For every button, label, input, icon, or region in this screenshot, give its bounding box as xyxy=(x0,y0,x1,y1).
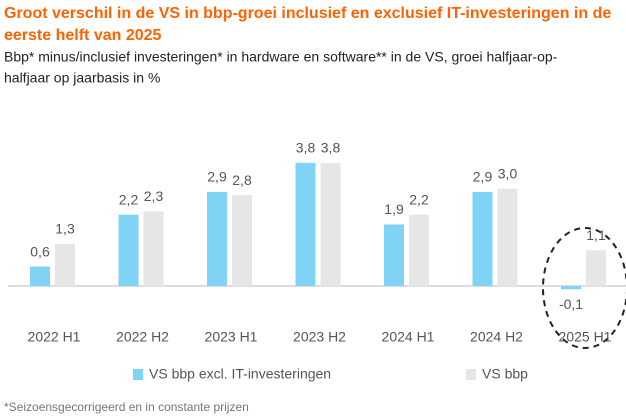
bar xyxy=(55,243,75,286)
bar xyxy=(30,266,50,286)
data-label: -0,1 xyxy=(559,296,583,312)
x-tick-label: 2022 H1 xyxy=(28,329,81,345)
data-label: 1,3 xyxy=(55,221,75,237)
data-label: 2,8 xyxy=(232,172,252,188)
data-label: 3,8 xyxy=(321,140,341,156)
data-label: 2,2 xyxy=(409,191,429,207)
legend-label: VS bbp xyxy=(482,366,528,382)
x-tick-label: 2023 H1 xyxy=(205,329,258,345)
bar xyxy=(320,162,341,286)
x-tick-label: 2023 H2 xyxy=(293,329,346,345)
data-label: 1,9 xyxy=(384,201,404,217)
bar xyxy=(143,211,164,286)
bar xyxy=(384,224,404,286)
data-label: 2,9 xyxy=(473,169,493,185)
bar xyxy=(232,195,252,286)
bar xyxy=(118,214,139,286)
bar xyxy=(561,286,581,290)
bar xyxy=(409,214,429,286)
data-label: 0,6 xyxy=(30,243,50,259)
footnote: *Seizoensgecorrigeerd en in constante pr… xyxy=(4,400,249,414)
chart-subtitle: Bbp* minus/inclusief investeringen* in h… xyxy=(4,49,558,65)
data-label: 2,9 xyxy=(207,169,227,185)
data-label: 1,1 xyxy=(586,227,606,243)
x-tick-label: 2024 H2 xyxy=(470,329,523,345)
data-label: 3,0 xyxy=(498,166,518,182)
bar xyxy=(207,192,227,286)
bar xyxy=(472,192,493,286)
legend-swatch xyxy=(133,369,143,380)
x-tick-label: 2025 H1 xyxy=(559,329,612,345)
legend-swatch xyxy=(466,369,476,380)
chart-title: Groot verschil in de VS in bbp-groei inc… xyxy=(4,5,611,22)
highlight-ellipse xyxy=(542,227,626,349)
bar xyxy=(586,250,606,286)
x-tick-label: 2024 H1 xyxy=(382,329,435,345)
x-tick-label: 2022 H2 xyxy=(116,329,169,345)
chart-title: eerste helft van 2025 xyxy=(4,27,162,44)
data-label: 2,2 xyxy=(119,191,139,207)
data-label: 3,8 xyxy=(296,140,316,156)
legend-label: VS bbp excl. IT-investeringen xyxy=(149,366,331,382)
data-label: 2,3 xyxy=(144,188,164,204)
bar xyxy=(497,188,518,286)
bar xyxy=(295,162,316,286)
chart-subtitle: halfjaar op jaarbasis in % xyxy=(4,70,160,86)
